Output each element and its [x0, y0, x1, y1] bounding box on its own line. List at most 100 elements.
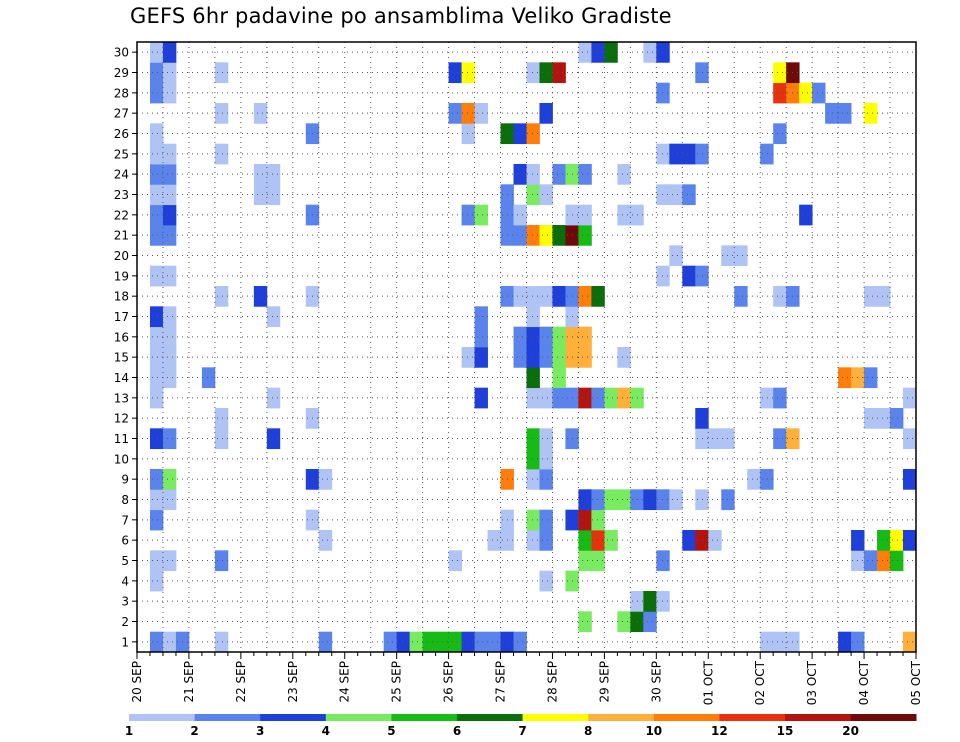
- heatmap-cell: [448, 62, 462, 84]
- heatmap-cell: [474, 306, 488, 328]
- heatmap-cell: [682, 143, 696, 165]
- heatmap-cell: [149, 265, 164, 287]
- heatmap-cell: [656, 265, 670, 287]
- grid-lines: [137, 42, 916, 652]
- heatmap-cell: [448, 550, 462, 572]
- legend-level-label: 2: [190, 724, 198, 738]
- heatmap-cell: [162, 550, 177, 572]
- heatmap-cell: [578, 286, 592, 307]
- legend-color-swatch: [260, 714, 327, 721]
- legend-color-swatch: [588, 714, 655, 721]
- y-tick-label: 17: [114, 310, 129, 324]
- heatmap-cell: [864, 103, 878, 124]
- heatmap-cell: [422, 631, 437, 653]
- heatmap-cell: [526, 387, 540, 409]
- heatmap-cell: [149, 184, 164, 206]
- heatmap-cell: [578, 225, 592, 246]
- heatmap-cell: [162, 489, 177, 511]
- heatmap-cell: [552, 326, 566, 348]
- heatmap-cell: [162, 82, 177, 104]
- heatmap-cell: [773, 123, 787, 145]
- heatmap-cell: [461, 631, 475, 653]
- heatmap-cell: [682, 184, 696, 206]
- x-tick-label: 20 SEP: [130, 661, 144, 703]
- y-tick-label: 30: [114, 46, 129, 60]
- heatmap-cell: [266, 387, 281, 409]
- heatmap-cell: [773, 428, 787, 450]
- y-tick-label: 28: [114, 86, 129, 100]
- heatmap-cell: [877, 286, 891, 307]
- heatmap-cell: [162, 306, 177, 328]
- y-tick-label: 20: [114, 249, 129, 263]
- heatmap-cell: [838, 367, 852, 389]
- heatmap-cell: [162, 184, 177, 206]
- heatmap-cell: [149, 225, 164, 246]
- heatmap-cell: [474, 631, 488, 653]
- heatmap-cell: [149, 164, 164, 185]
- heatmap-cell: [461, 103, 475, 124]
- heatmap-cell: [149, 631, 164, 653]
- legend-color-swatch: [457, 714, 523, 721]
- heatmap-cell: [526, 347, 540, 368]
- y-tick-label: 1: [121, 635, 129, 649]
- heatmap-cell: [461, 62, 475, 84]
- heatmap-cell: [409, 631, 424, 653]
- x-tick-label: 01 OCT: [701, 660, 715, 705]
- heatmap-cell: [877, 408, 891, 429]
- legend-level-label: 1: [125, 724, 133, 738]
- x-tick-label: 05 OCT: [909, 660, 923, 705]
- heatmap-cell: [578, 42, 592, 63]
- heatmap-cell: [526, 428, 540, 450]
- heatmap-cell: [656, 42, 670, 63]
- x-tick-label: 29 SEP: [597, 661, 611, 703]
- y-tick-label: 25: [114, 147, 129, 161]
- heatmap-cell: [539, 326, 553, 348]
- chart-title: GEFS 6hr padavine po ansamblima Veliko G…: [130, 4, 672, 28]
- x-axis: 20 SEP 21 SEP 22 SEP 23 SEP 24 SEP 25 SEP 26 S…: [130, 652, 923, 705]
- y-tick-label: 21: [114, 229, 129, 243]
- legend-level-label: 6: [453, 724, 461, 738]
- heatmap-cell: [578, 326, 592, 348]
- heatmap-cells: [149, 42, 917, 653]
- heatmap-cell: [643, 489, 657, 511]
- heatmap-cell: [604, 387, 618, 409]
- heatmap-cell: [656, 591, 670, 612]
- heatmap-cell: [591, 489, 605, 511]
- heatmap-cell: [773, 62, 787, 84]
- legend-color-swatch: [129, 714, 195, 721]
- heatmap-cell: [799, 82, 813, 104]
- heatmap-cell: [149, 550, 164, 572]
- legend-level-label: 4: [322, 724, 330, 738]
- heatmap-cell: [578, 550, 592, 572]
- heatmap-cell: [903, 530, 917, 551]
- x-tick-label: 21 SEP: [182, 661, 196, 703]
- heatmap-cell: [539, 184, 553, 206]
- heatmap-cell: [825, 103, 839, 124]
- heatmap-cell: [214, 143, 229, 165]
- legend-color-swatch: [522, 714, 589, 721]
- heatmap-cell: [513, 123, 527, 145]
- heatmap-cell: [149, 347, 164, 368]
- heatmap-cell: [552, 62, 566, 84]
- heatmap-cell: [253, 103, 268, 124]
- y-tick-label: 10: [114, 452, 129, 466]
- heatmap-cell: [604, 530, 618, 551]
- heatmap-cell: [903, 428, 917, 450]
- heatmap-cell: [864, 286, 878, 307]
- heatmap-cell: [162, 62, 177, 84]
- heatmap-cell: [539, 530, 553, 551]
- heatmap-cell: [656, 550, 670, 572]
- heatmap-cell: [734, 286, 748, 307]
- heatmap-cell: [669, 245, 683, 267]
- heatmap-cell: [578, 489, 592, 511]
- heatmap-cell: [539, 225, 553, 246]
- heatmap-cell: [162, 265, 177, 287]
- heatmap-cell: [513, 225, 527, 246]
- heatmap-cell: [149, 367, 164, 389]
- heatmap-cell: [591, 387, 605, 409]
- heatmap-cell: [617, 489, 631, 511]
- y-tick-label: 18: [114, 290, 129, 304]
- heatmap-cell: [695, 489, 709, 511]
- heatmap-cell: [162, 42, 177, 63]
